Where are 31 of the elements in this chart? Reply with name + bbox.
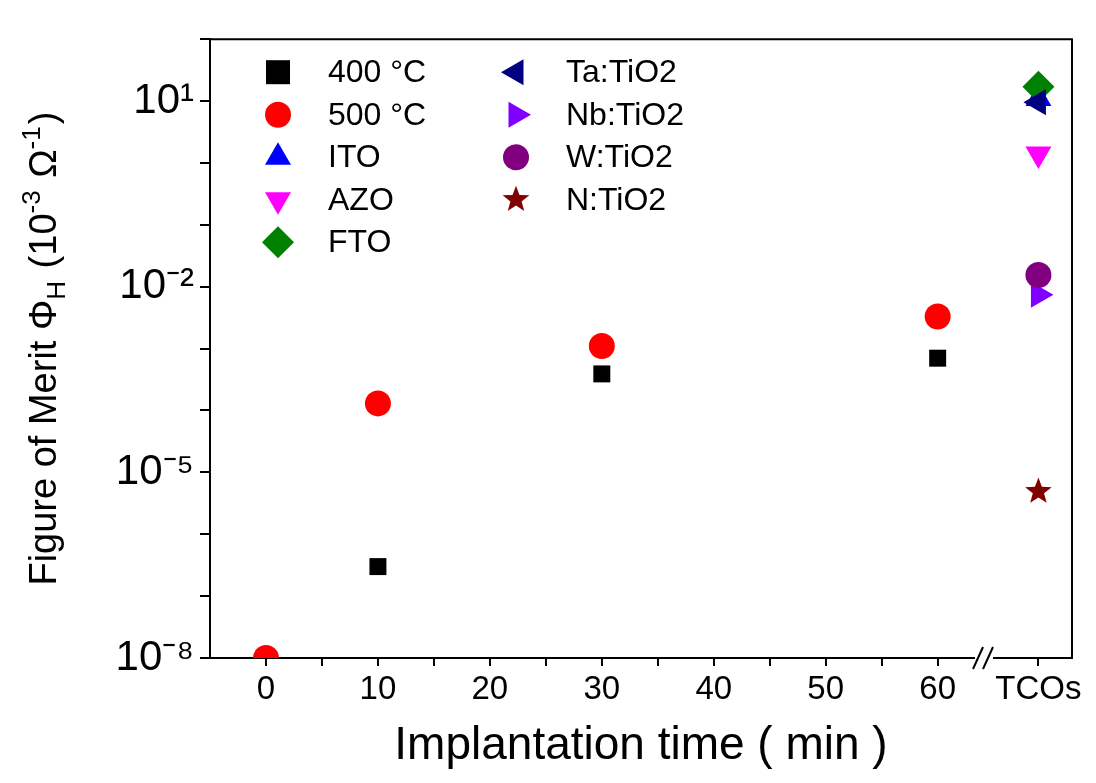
legend-label: ITO (328, 138, 381, 175)
x-tick-label: 10 (359, 668, 397, 706)
y-tick-label: 10⁻⁸ (115, 631, 194, 679)
legend-label: Nb:TiO2 (566, 95, 684, 132)
point (924, 303, 951, 330)
y-tick-label: 10¹ (133, 74, 195, 122)
legend-label: W:TiO2 (566, 138, 673, 175)
x-tick-label: TCOs (995, 668, 1082, 706)
y-tick-label: 10⁻⁵ (115, 445, 194, 493)
point (593, 365, 611, 383)
point (364, 390, 391, 417)
x-tick-label: 50 (807, 668, 845, 706)
legend-label: Ta:TiO2 (566, 53, 677, 90)
y-tick-label: 10⁻² (119, 260, 195, 308)
point (369, 558, 387, 576)
x-tick-label: 30 (583, 668, 621, 706)
point (1025, 261, 1052, 288)
x-tick-label: 40 (695, 668, 733, 706)
legend-label: 500 °C (328, 95, 427, 132)
y-axis-title: Figure of Merit ΦH (10-3 Ω-1) (16, 111, 72, 586)
x-axis-title: Implantation time ( min ) (394, 717, 888, 770)
x-tick-label: 60 (919, 668, 957, 706)
legend-label: AZO (328, 180, 394, 217)
point (1025, 477, 1052, 503)
point (929, 349, 947, 367)
point (588, 333, 615, 360)
legend-label: N:TiO2 (566, 180, 667, 217)
x-tick-label: 0 (256, 668, 276, 706)
legend-label: FTO (328, 223, 392, 260)
x-tick-label: 20 (471, 668, 509, 706)
legend-label: 400 °C (328, 53, 427, 90)
